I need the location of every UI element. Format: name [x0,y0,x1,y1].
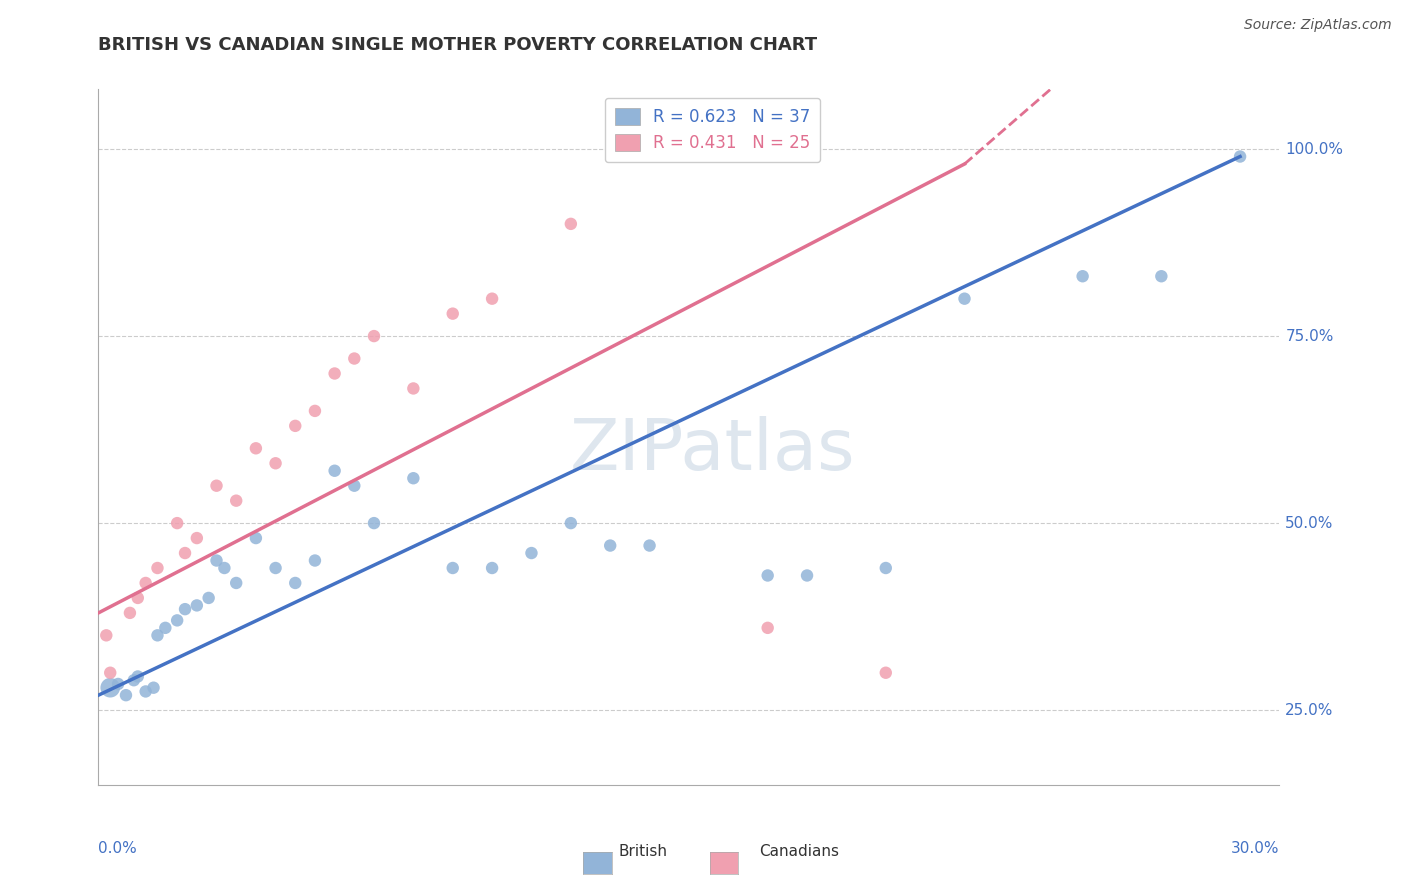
Point [135,684,157,698]
Point [264,561,287,575]
Point [284,576,307,591]
Point [363,516,385,530]
Point [205,553,228,567]
Point [98,681,121,695]
Point [560,516,582,530]
Point [1071,269,1094,284]
Point [1229,149,1251,163]
Point [638,142,661,156]
Point [245,531,267,545]
Point [186,531,208,545]
Point [1150,269,1173,284]
Text: BRITISH VS CANADIAN SINGLE MOTHER POVERTY CORRELATION CHART: BRITISH VS CANADIAN SINGLE MOTHER POVERT… [98,36,817,54]
Point [166,613,188,627]
Point [875,665,897,680]
Point [481,292,503,306]
Point [146,628,169,642]
Point [214,561,236,575]
Text: 100.0%: 100.0% [1285,142,1343,157]
Point [441,561,464,575]
Point [225,493,247,508]
Point [146,561,169,575]
Text: 0.0%: 0.0% [98,840,138,855]
Point [304,553,326,567]
Point [122,673,145,688]
Point [441,307,464,321]
Point [560,217,582,231]
Point [756,568,779,582]
Point [174,602,197,616]
Point [118,606,141,620]
Point [284,418,307,433]
Point [197,591,219,605]
Point [166,516,188,530]
Point [481,561,503,575]
Point [98,665,121,680]
Point [402,381,425,395]
Point [155,621,177,635]
Point [343,479,366,493]
Point [343,351,366,366]
Point [115,688,138,702]
Point [323,367,346,381]
Point [127,669,149,683]
Text: 75.0%: 75.0% [1285,328,1334,343]
Point [245,442,267,456]
Point [186,599,208,613]
Point [402,471,425,485]
Text: Canadians: Canadians [759,845,839,859]
Point [135,576,157,591]
Point [205,479,228,493]
Point [304,404,326,418]
Text: 50.0%: 50.0% [1285,516,1334,531]
Text: 25.0%: 25.0% [1285,703,1334,718]
Point [127,591,149,605]
Point [363,329,385,343]
Point [174,546,197,560]
Point [638,539,661,553]
Point [953,292,976,306]
Text: 30.0%: 30.0% [1232,840,1279,855]
Point [142,681,165,695]
Point [225,576,247,591]
Point [96,628,118,642]
Text: ZIPatlas: ZIPatlas [569,417,855,485]
Point [875,561,897,575]
Point [599,539,621,553]
Point [323,464,346,478]
Legend: R = 0.623   N = 37, R = 0.431   N = 25: R = 0.623 N = 37, R = 0.431 N = 25 [605,97,820,162]
Point [264,456,287,470]
Point [107,677,129,691]
Point [796,568,818,582]
Point [756,621,779,635]
Text: Source: ZipAtlas.com: Source: ZipAtlas.com [1244,18,1392,32]
Point [520,546,543,560]
Text: British: British [619,845,668,859]
